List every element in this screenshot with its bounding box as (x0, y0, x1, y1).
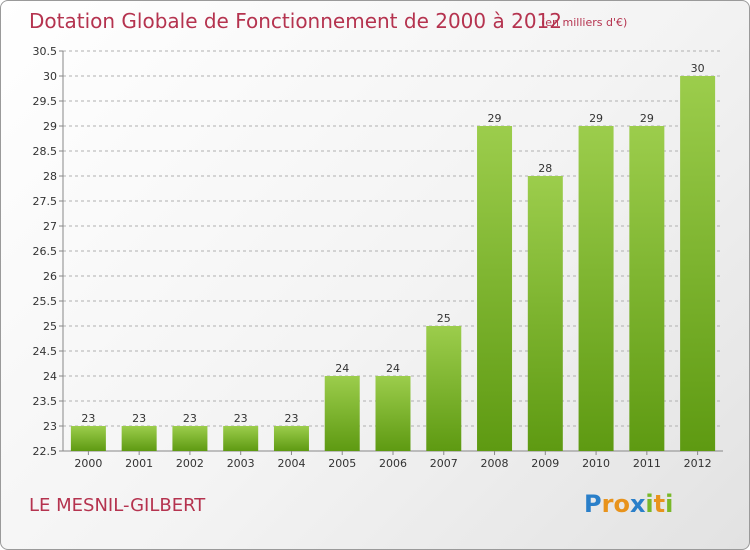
y-tick-label: 28 (43, 170, 57, 183)
bar-2000 (70, 426, 106, 451)
y-tick-label: 23 (43, 420, 57, 433)
y-tick-label: 24.5 (33, 345, 58, 358)
logo-letter: t (653, 490, 666, 518)
bar-value-label: 30 (691, 62, 705, 75)
x-tick-label: 2010 (582, 457, 610, 470)
y-tick-label: 27.5 (33, 195, 58, 208)
y-tick-label: 30 (43, 70, 57, 83)
bar-value-label: 29 (640, 112, 654, 125)
y-tick-label: 23.5 (33, 395, 58, 408)
logo-letter: i (665, 490, 674, 518)
x-tick-label: 2001 (125, 457, 153, 470)
x-tick-label: 2007 (430, 457, 458, 470)
y-tick-label: 25.5 (33, 295, 58, 308)
bar-value-label: 24 (335, 362, 349, 375)
bar-2002 (172, 426, 208, 451)
x-tick-label: 2000 (74, 457, 102, 470)
x-tick-label: 2005 (328, 457, 356, 470)
logo-letter: i (645, 490, 654, 518)
x-tick-label: 2011 (633, 457, 661, 470)
y-tick-label: 22.5 (33, 445, 58, 458)
y-tick-label: 29.5 (33, 95, 58, 108)
x-tick-label: 2008 (481, 457, 509, 470)
y-tick-label: 24 (43, 370, 57, 383)
bar-2004 (273, 426, 309, 451)
bar-value-label: 24 (386, 362, 400, 375)
logo-letter: P (584, 490, 602, 518)
bar-value-label: 23 (284, 412, 298, 425)
x-tick-label: 2012 (684, 457, 712, 470)
x-tick-label: 2009 (531, 457, 559, 470)
x-tick-label: 2004 (277, 457, 305, 470)
logo-letter: r (601, 490, 614, 518)
bar-2012 (680, 76, 716, 451)
y-tick-label: 27 (43, 220, 57, 233)
x-tick-label: 2006 (379, 457, 407, 470)
y-tick-label: 26.5 (33, 245, 58, 258)
chart-title: Dotation Globale de Fonctionnement de 20… (29, 9, 562, 33)
y-tick-label: 30.5 (33, 45, 58, 58)
proxiti-logo[interactable]: Proxiti (584, 490, 673, 518)
logo-letter: o (613, 490, 630, 518)
x-tick-label: 2003 (227, 457, 255, 470)
y-tick-label: 29 (43, 120, 57, 133)
bar-2011 (629, 126, 665, 451)
bar-2008 (477, 126, 513, 451)
bar-value-label: 29 (488, 112, 502, 125)
bar-value-label: 23 (183, 412, 197, 425)
bar-2003 (223, 426, 259, 451)
data-labels: 23 23 23 23 23 24 24 25 29 28 29 29 30 (81, 62, 704, 425)
commune-name: LE MESNIL-GILBERT (29, 495, 206, 516)
bar-2005 (324, 376, 360, 451)
bar-value-label: 23 (234, 412, 248, 425)
bar-value-label: 25 (437, 312, 451, 325)
bar-value-label: 23 (132, 412, 146, 425)
bar-value-label: 28 (538, 162, 552, 175)
bar-2007 (426, 326, 462, 451)
bars (70, 76, 716, 451)
y-tick-labels: 22.5 23 23.5 24 24.5 25 25.5 26 26.5 27 27.5 28 28.5… (33, 45, 58, 458)
bar-2006 (375, 376, 411, 451)
y-tick-label: 28.5 (33, 145, 58, 158)
x-tick-labels: 2000 2001 2002 2003 2004 2005 2006 2007 2008 2009… (74, 457, 711, 470)
bar-2009 (527, 176, 563, 451)
chart-unit-label: (en milliers d'€) (541, 16, 628, 29)
logo-letter: x (629, 490, 646, 518)
bar-2001 (121, 426, 157, 451)
y-tick-label: 25 (43, 320, 57, 333)
y-tick-label: 26 (43, 270, 57, 283)
bar-2010 (578, 126, 614, 451)
bar-value-label: 23 (81, 412, 95, 425)
x-tick-label: 2002 (176, 457, 204, 470)
bar-value-label: 29 (589, 112, 603, 125)
